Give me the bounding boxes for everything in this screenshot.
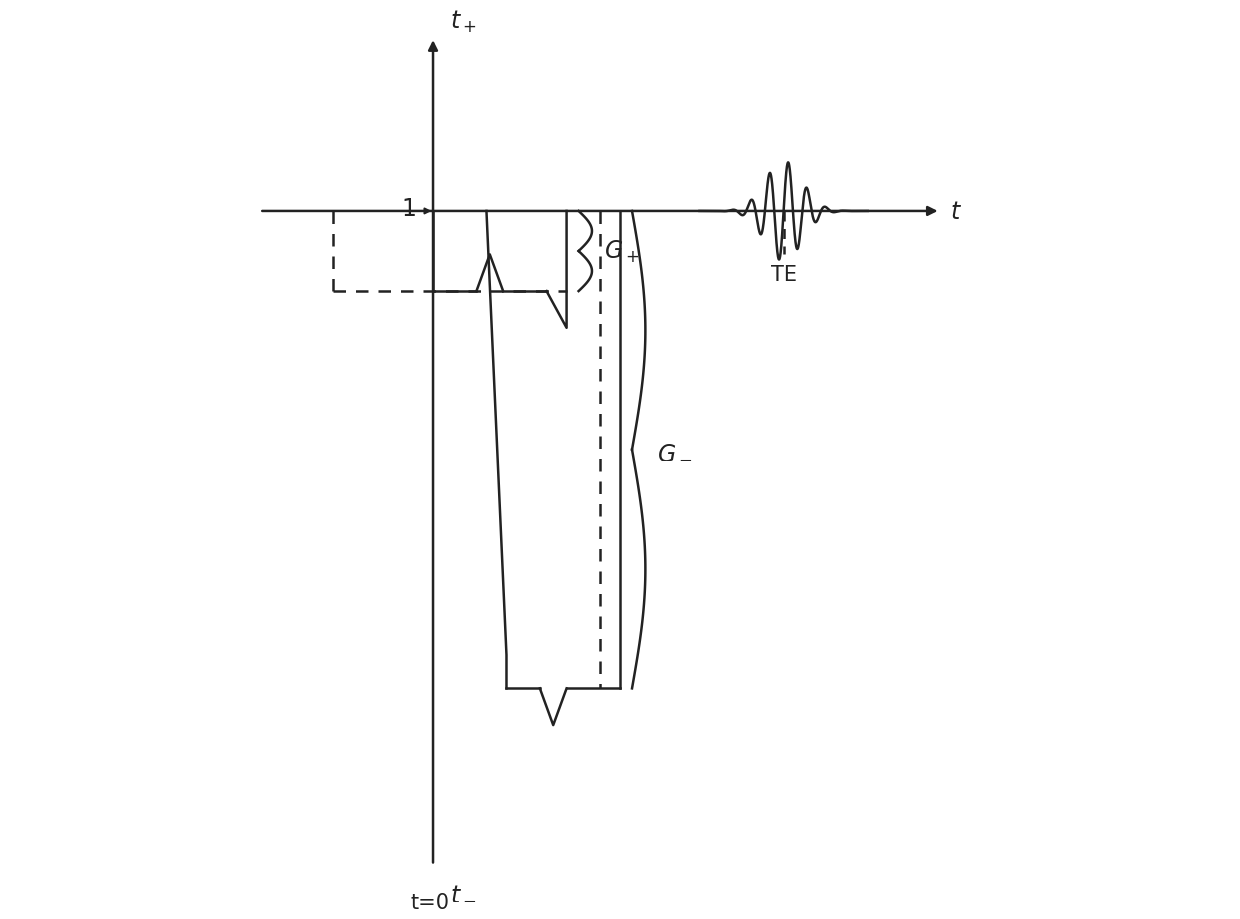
- Text: TE: TE: [770, 265, 796, 285]
- Text: $G_+$: $G_+$: [604, 239, 640, 265]
- Text: 1: 1: [402, 197, 417, 221]
- Text: $t_+$: $t_+$: [450, 9, 476, 35]
- Text: t=0: t=0: [410, 892, 449, 912]
- Text: $t_-$: $t_-$: [450, 879, 476, 902]
- Text: t: t: [951, 199, 960, 223]
- Text: $G_-$: $G_-$: [657, 438, 693, 462]
